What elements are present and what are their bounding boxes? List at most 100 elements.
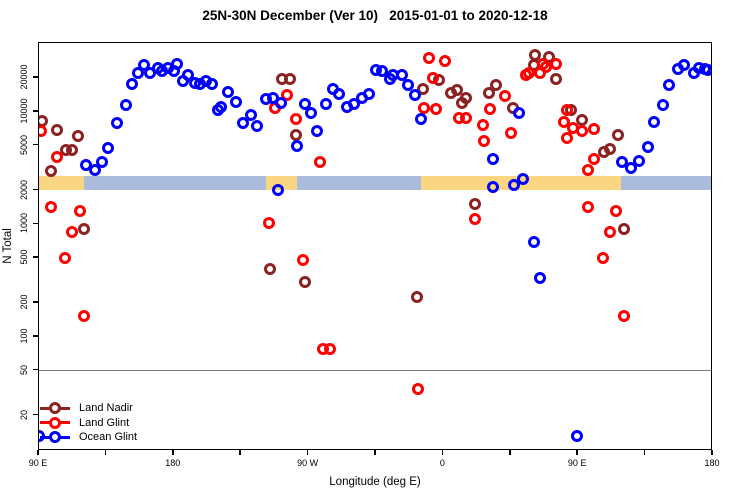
data-point-land-glint — [289, 112, 302, 125]
legend-item-land-nadir: Land Nadir — [40, 401, 137, 416]
data-point-land-glint — [581, 200, 594, 213]
data-point-ocean-glint — [120, 98, 133, 111]
data-point-land-nadir — [45, 165, 58, 178]
data-point-ocean-glint — [237, 117, 250, 129]
data-point-ocean-glint — [333, 88, 346, 101]
legend-marker — [40, 431, 70, 444]
legend-circle-icon — [49, 402, 61, 415]
data-point-land-glint — [520, 69, 533, 82]
data-point-land-nadir — [550, 72, 563, 85]
x-axis-title: Longitude (deg E) — [329, 476, 421, 488]
data-point-land-glint — [297, 254, 310, 267]
y-tick-label: 10000 — [19, 98, 29, 124]
data-point-land-glint — [499, 89, 512, 102]
legend-item-ocean-glint: Ocean Glint — [40, 430, 137, 445]
plot-border — [38, 42, 712, 450]
data-point-ocean-glint — [487, 153, 500, 166]
data-point-land-glint — [476, 118, 489, 131]
data-point-ocean-glint — [96, 156, 109, 169]
data-point-ocean-glint — [363, 88, 375, 101]
data-point-land-nadir — [490, 78, 503, 91]
y-tick-label: 1000 — [19, 213, 29, 234]
x-tick — [239, 450, 241, 455]
data-point-land-glint — [550, 57, 563, 70]
y-tick-label: 20 — [19, 409, 29, 420]
data-point-ocean-glint — [132, 67, 145, 79]
data-point-ocean-glint — [409, 89, 422, 102]
x-tick — [104, 450, 107, 455]
data-point-land-glint — [557, 115, 570, 128]
data-point-ocean-glint — [222, 86, 235, 99]
data-point-land-glint — [45, 200, 58, 213]
legend-label: Land Glint — [79, 416, 130, 429]
data-point-land-glint — [280, 89, 293, 102]
y-tick-label: 100 — [19, 328, 29, 344]
data-point-ocean-glint — [111, 117, 124, 129]
data-point-land-glint — [78, 310, 91, 323]
data-point-ocean-glint — [517, 172, 530, 185]
data-point-ocean-glint — [508, 178, 521, 191]
x-tick-label: 0 — [439, 458, 445, 468]
data-point-land-glint — [58, 252, 71, 265]
map-band-ocean-segment — [84, 176, 266, 190]
y-tick — [33, 256, 38, 258]
y-tick-label: 20000 — [19, 64, 29, 90]
x-tick — [711, 450, 713, 455]
data-point-land-glint — [460, 111, 473, 124]
data-point-land-glint — [617, 310, 630, 323]
data-point-land-glint — [38, 125, 47, 138]
data-point-land-glint — [51, 150, 64, 163]
y-tick — [33, 188, 38, 191]
data-point-land-nadir — [598, 146, 611, 159]
data-point-land-nadir — [455, 97, 468, 110]
x-tick-label: 180 — [165, 458, 181, 468]
data-point-ocean-glint — [527, 236, 540, 249]
data-point-ocean-glint — [677, 58, 690, 71]
data-point-ocean-glint — [38, 429, 46, 442]
data-point-land-glint — [575, 125, 588, 138]
legend-circle-icon — [49, 431, 61, 444]
data-point-ocean-glint — [656, 98, 669, 111]
legend-item-land-glint: Land Glint — [40, 416, 137, 431]
data-point-land-glint — [484, 102, 497, 115]
data-point-land-glint — [430, 102, 443, 115]
map-band-ocean-segment — [297, 176, 422, 190]
y-tick — [33, 143, 38, 146]
data-point-land-glint — [66, 225, 79, 238]
data-point-ocean-glint — [181, 69, 194, 82]
map-band-land-segment — [38, 176, 85, 190]
data-point-land-nadir — [611, 129, 624, 142]
data-point-land-nadir — [482, 87, 495, 100]
data-point-land-glint — [427, 71, 440, 84]
data-point-land-nadir — [451, 84, 464, 97]
data-point-land-glint — [587, 122, 600, 135]
legend-marker — [40, 416, 70, 429]
data-point-land-nadir — [51, 123, 64, 136]
data-point-ocean-glint — [647, 115, 660, 128]
data-point-ocean-glint — [274, 97, 287, 110]
data-point-land-nadir — [617, 223, 630, 236]
data-point-land-glint — [581, 163, 594, 176]
legend: Land Nadir Land Glint Ocean Glint — [40, 401, 137, 445]
data-point-ocean-glint — [395, 69, 408, 82]
x-tick — [306, 450, 309, 455]
data-point-land-glint — [560, 103, 573, 116]
data-point-ocean-glint — [126, 78, 139, 91]
x-tick — [643, 450, 646, 455]
x-tick-label: 90 E — [567, 458, 587, 468]
x-tick — [172, 450, 174, 455]
data-point-ocean-glint — [641, 140, 654, 153]
reference-line-50 — [38, 369, 712, 372]
data-point-ocean-glint — [102, 141, 115, 154]
data-point-land-glint — [604, 225, 617, 238]
y-tick — [33, 413, 38, 416]
data-point-ocean-glint — [214, 101, 227, 114]
data-point-land-nadir — [78, 223, 91, 236]
x-tick-label: 90 E — [28, 458, 48, 468]
x-tick-label: 180 — [704, 458, 720, 468]
data-point-land-glint — [533, 67, 546, 79]
data-point-ocean-glint — [632, 154, 645, 167]
data-point-ocean-glint — [533, 271, 546, 284]
data-point-ocean-glint — [512, 106, 525, 119]
